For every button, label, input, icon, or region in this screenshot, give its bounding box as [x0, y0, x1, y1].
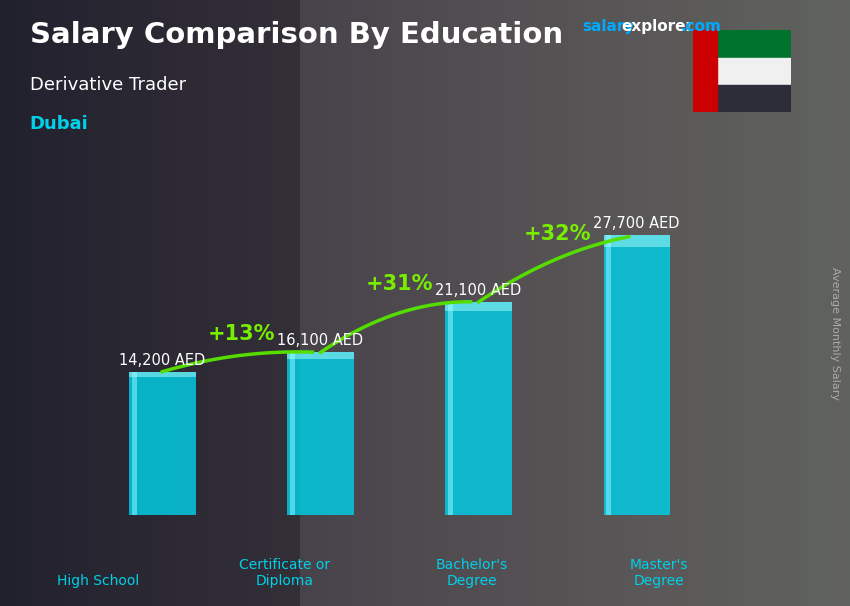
- Bar: [445, 302, 512, 310]
- Bar: [448, 302, 453, 515]
- Text: High School: High School: [57, 574, 139, 588]
- Bar: [604, 235, 670, 247]
- Bar: [693, 58, 791, 85]
- Text: Dubai: Dubai: [30, 115, 88, 133]
- Text: Salary Comparison By Education: Salary Comparison By Education: [30, 21, 563, 49]
- Bar: [132, 371, 137, 515]
- Text: Average Monthly Salary: Average Monthly Salary: [830, 267, 840, 400]
- Text: 14,200 AED: 14,200 AED: [119, 353, 206, 368]
- Bar: [129, 371, 196, 378]
- Text: Certificate or
Diploma: Certificate or Diploma: [239, 558, 331, 588]
- Text: Master's
Degree: Master's Degree: [630, 558, 688, 588]
- Text: +32%: +32%: [524, 224, 592, 244]
- Text: Bachelor's
Degree: Bachelor's Degree: [435, 558, 507, 588]
- Text: +13%: +13%: [207, 324, 275, 344]
- Text: Derivative Trader: Derivative Trader: [30, 76, 186, 94]
- Bar: [604, 235, 670, 515]
- Bar: [290, 353, 295, 515]
- Text: .com: .com: [680, 19, 721, 35]
- Text: 16,100 AED: 16,100 AED: [277, 333, 364, 348]
- Bar: [693, 85, 791, 112]
- Bar: [445, 302, 512, 515]
- Bar: [693, 30, 791, 58]
- Bar: [606, 235, 611, 515]
- Text: explorer: explorer: [621, 19, 694, 35]
- Bar: [129, 371, 196, 515]
- Text: salary: salary: [582, 19, 635, 35]
- Text: +31%: +31%: [366, 275, 434, 295]
- Bar: [287, 353, 354, 359]
- Bar: [693, 30, 717, 112]
- Text: 21,100 AED: 21,100 AED: [435, 283, 522, 298]
- Text: 27,700 AED: 27,700 AED: [593, 216, 680, 231]
- Bar: [287, 353, 354, 515]
